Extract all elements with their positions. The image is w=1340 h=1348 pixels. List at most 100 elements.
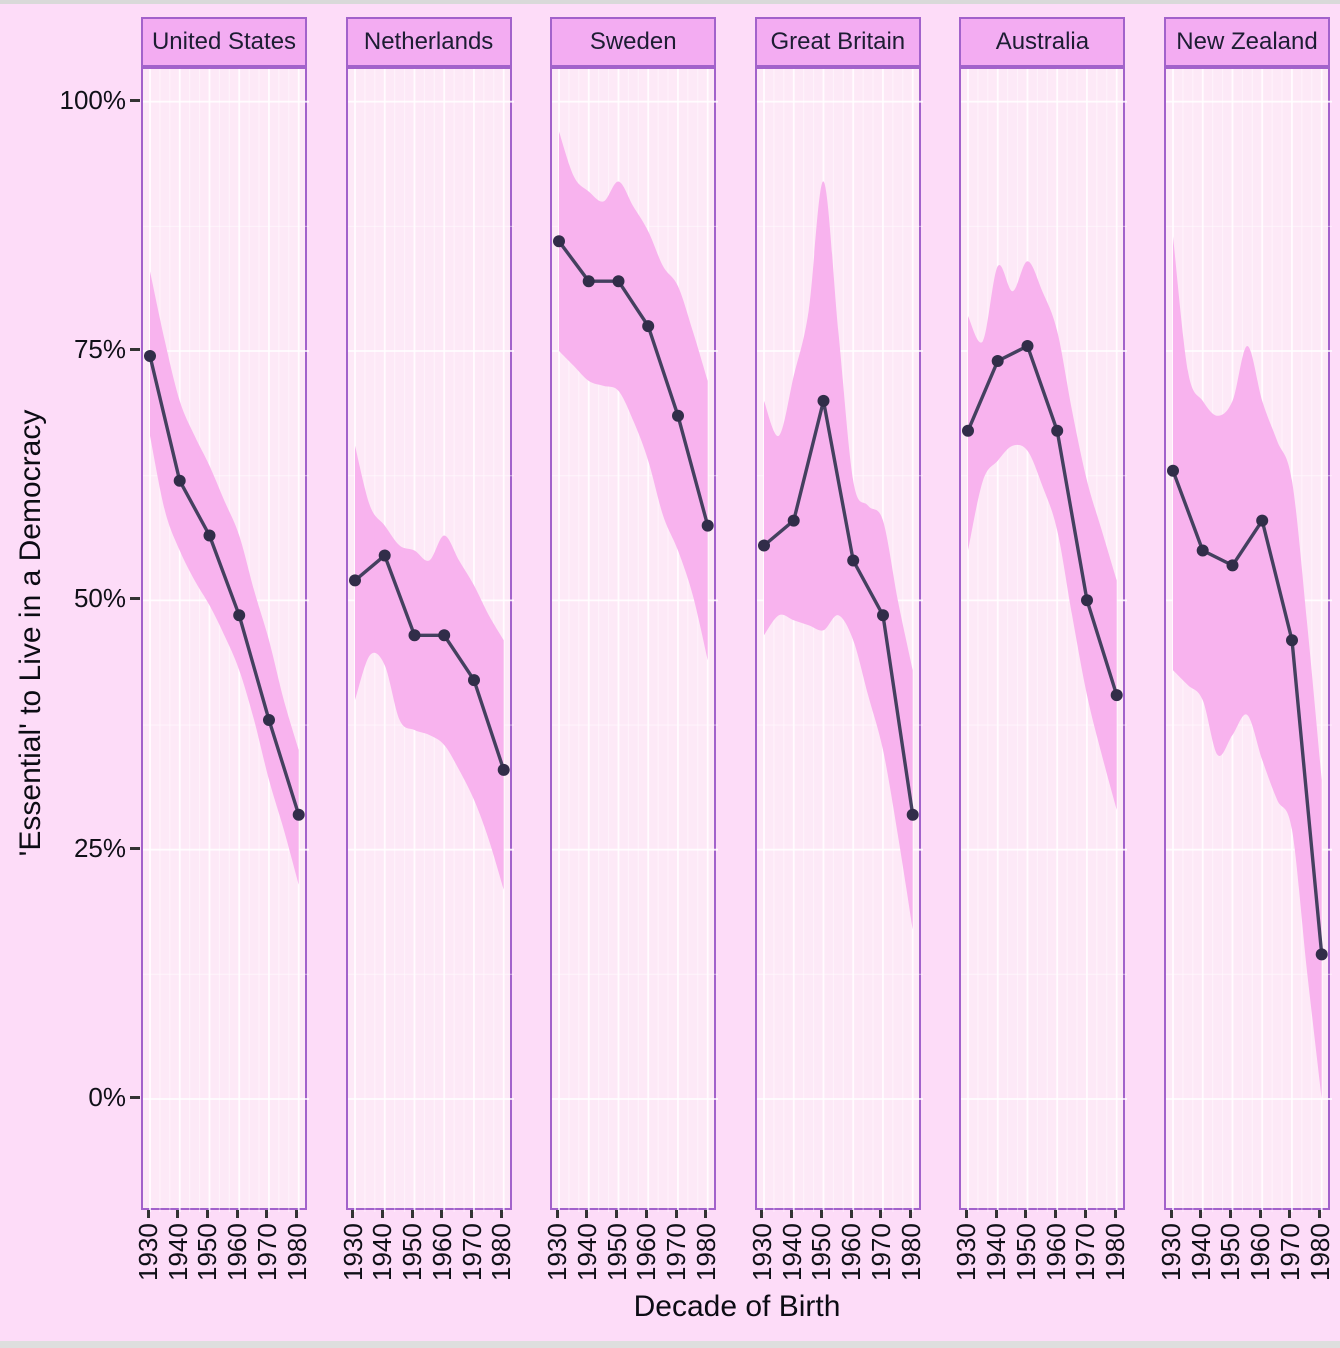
data-point <box>348 574 361 587</box>
trend-line <box>762 399 915 817</box>
facet-title: United States <box>151 28 297 55</box>
x-tick-mark <box>235 1210 239 1218</box>
x-tick-mark <box>994 1210 998 1218</box>
x-tick-label: 1950 <box>806 1223 837 1281</box>
x-tick-mark <box>351 1210 355 1218</box>
x-tick-mark <box>585 1210 589 1218</box>
y-axis-title: 'Essential' to Live in a Democracy <box>14 409 47 857</box>
trend-line <box>557 239 710 528</box>
data-point <box>642 320 655 333</box>
y-tick-mark <box>130 597 140 601</box>
x-tick-mark <box>1169 1210 1173 1218</box>
data-point <box>553 235 566 248</box>
y-tick-mark <box>130 98 140 102</box>
x-tick-label: 1970 <box>661 1223 692 1281</box>
trend-line <box>966 344 1119 697</box>
x-tick-mark <box>499 1210 503 1218</box>
data-point <box>846 554 859 567</box>
data-point <box>233 609 246 622</box>
x-tick-label: 1940 <box>1185 1223 1216 1281</box>
trend-line <box>148 354 301 817</box>
facet-panel <box>1164 67 1332 1212</box>
x-tick-mark <box>1258 1210 1262 1218</box>
x-tick-mark <box>1228 1210 1232 1218</box>
facet-title: New Zealand <box>1176 28 1318 55</box>
x-tick-mark <box>1318 1210 1322 1218</box>
x-tick-label: 1940 <box>981 1223 1012 1281</box>
facet-plot-svg <box>347 69 514 1212</box>
x-tick-mark <box>909 1210 912 1218</box>
y-tick-label: 100% <box>59 84 127 115</box>
x-tick-label: 1930 <box>542 1223 573 1281</box>
x-tick-mark <box>146 1210 150 1218</box>
facet-title: Great Britain <box>770 28 906 55</box>
facet-title: Netherlands <box>363 28 494 55</box>
data-point <box>1286 634 1298 647</box>
x-tick-mark <box>295 1210 299 1218</box>
facet-header: Great Britain <box>754 17 921 67</box>
x-tick-mark <box>380 1210 384 1218</box>
facet-panel <box>345 67 514 1212</box>
top-edge-strip <box>0 0 1340 4</box>
x-tick-mark <box>470 1210 474 1218</box>
data-point <box>876 609 889 622</box>
confidence-band <box>1173 236 1322 1100</box>
x-tick-label: 1970 <box>251 1223 282 1281</box>
x-tick-mark <box>440 1210 444 1218</box>
data-point <box>437 629 450 642</box>
facet-panel <box>141 67 309 1212</box>
facet-title: Sweden <box>589 28 677 55</box>
data-point <box>1315 948 1328 961</box>
data-point <box>203 529 216 542</box>
x-tick-mark <box>176 1210 180 1218</box>
x-tick-mark <box>1288 1210 1292 1218</box>
y-tick-label: 25% <box>73 832 126 863</box>
x-tick-label: 1960 <box>836 1223 867 1281</box>
data-point <box>408 629 421 642</box>
facet-plot-svg <box>961 69 1128 1212</box>
data-point <box>817 394 830 407</box>
bottom-edge-strip <box>0 1341 1340 1348</box>
facet-plot-svg <box>143 69 309 1212</box>
data-point <box>962 424 975 437</box>
x-tick-label: 1980 <box>1100 1223 1131 1281</box>
x-tick-label: 1950 <box>1010 1223 1041 1281</box>
x-tick-label: 1940 <box>776 1223 807 1281</box>
facet-header: Australia <box>959 17 1126 67</box>
x-tick-label: 1940 <box>367 1223 398 1281</box>
x-tick-mark <box>704 1210 708 1218</box>
facet-plot-svg <box>552 69 719 1212</box>
x-tick-label: 1960 <box>1040 1223 1071 1281</box>
x-tick-mark <box>410 1210 414 1218</box>
y-tick-label: 50% <box>73 583 126 614</box>
data-point <box>1226 559 1239 572</box>
y-tick-mark <box>130 1096 140 1099</box>
data-point <box>1081 594 1094 607</box>
data-point <box>1256 514 1269 527</box>
data-point <box>787 514 800 527</box>
x-tick-label: 1940 <box>162 1223 193 1281</box>
data-point <box>263 714 275 726</box>
x-tick-mark <box>1024 1210 1028 1218</box>
data-point <box>582 275 595 288</box>
data-point <box>144 350 156 362</box>
x-tick-label: 1970 <box>456 1223 487 1281</box>
facet-header: Sweden <box>550 17 717 67</box>
trend-line <box>352 553 505 772</box>
x-tick-mark <box>849 1210 853 1218</box>
x-tick-label: 1950 <box>601 1223 632 1281</box>
x-tick-mark <box>790 1210 794 1218</box>
data-point <box>497 763 510 776</box>
x-tick-label: 1950 <box>1215 1223 1246 1281</box>
x-tick-label: 1950 <box>192 1223 223 1281</box>
x-tick-label: 1980 <box>1304 1223 1335 1281</box>
x-tick-mark <box>615 1210 619 1218</box>
x-tick-mark <box>760 1210 764 1218</box>
facet-header: Netherlands <box>345 17 512 67</box>
x-tick-label: 1980 <box>690 1223 721 1281</box>
data-point <box>1167 464 1179 477</box>
facet-plot-svg <box>1166 69 1332 1212</box>
x-tick-mark <box>879 1210 883 1218</box>
x-tick-label: 1960 <box>1245 1223 1276 1281</box>
x-tick-mark <box>674 1210 678 1218</box>
